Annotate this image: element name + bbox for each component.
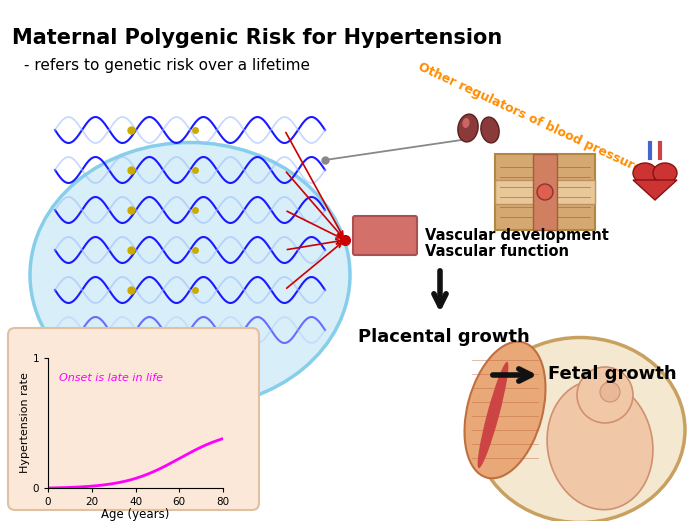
Text: Onset is late in life: Onset is late in life — [59, 374, 163, 383]
Text: Maternal Polygenic Risk for Hypertension: Maternal Polygenic Risk for Hypertension — [12, 28, 503, 48]
Y-axis label: Hypertension rate: Hypertension rate — [20, 373, 29, 474]
Ellipse shape — [475, 338, 685, 521]
Ellipse shape — [458, 114, 478, 142]
Text: Vascular function: Vascular function — [425, 244, 569, 259]
FancyBboxPatch shape — [495, 180, 595, 204]
Ellipse shape — [481, 117, 499, 143]
Circle shape — [600, 382, 620, 402]
FancyBboxPatch shape — [8, 328, 259, 510]
Ellipse shape — [477, 362, 508, 468]
Polygon shape — [633, 180, 677, 200]
Ellipse shape — [547, 380, 653, 510]
Ellipse shape — [30, 143, 350, 407]
Ellipse shape — [633, 163, 657, 183]
Ellipse shape — [653, 163, 677, 183]
Circle shape — [537, 184, 553, 200]
Text: - refers to genetic risk over a lifetime: - refers to genetic risk over a lifetime — [24, 58, 310, 73]
Text: Other regulators of blood pressure: Other regulators of blood pressure — [416, 60, 644, 176]
Text: Vascular development: Vascular development — [425, 228, 609, 243]
Text: Placental growth: Placental growth — [358, 328, 530, 346]
X-axis label: Age (years)
Female: Age (years) Female — [102, 508, 169, 521]
FancyBboxPatch shape — [533, 154, 557, 230]
FancyBboxPatch shape — [495, 154, 595, 230]
Ellipse shape — [463, 118, 470, 128]
Text: Fetal growth: Fetal growth — [548, 365, 677, 383]
FancyBboxPatch shape — [353, 216, 417, 255]
Circle shape — [577, 367, 633, 423]
Ellipse shape — [465, 342, 545, 478]
